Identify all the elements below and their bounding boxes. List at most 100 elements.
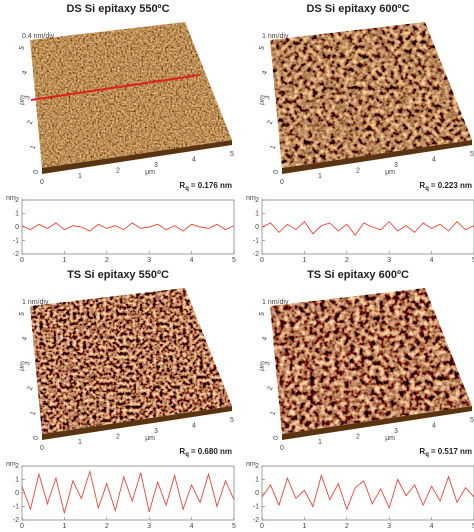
image-y-tick-label: 5	[18, 45, 26, 51]
x-tick-label: 5	[472, 523, 474, 530]
profile-y-unit: nm	[246, 195, 256, 202]
image-y-tick-label: 3	[264, 95, 272, 101]
x-tick-label: 3	[147, 523, 151, 530]
image-x-tick-label: 4	[432, 422, 436, 429]
image-y-unit: μm	[18, 360, 27, 371]
y-tick-label: 1	[255, 210, 259, 217]
y-tick-label: -1	[253, 237, 259, 244]
image-x-tick-label: 5	[470, 417, 474, 424]
y-tick-label: 2	[255, 463, 259, 470]
roughness: Rq = 0.680 nm	[179, 447, 232, 457]
image-x-tick-label: 3	[394, 162, 398, 169]
image-x-tick-label: 1	[78, 439, 82, 446]
x-tick-label: 5	[472, 257, 474, 264]
image-y-tick-label: 0	[32, 169, 40, 175]
x-tick-label: 2	[345, 523, 349, 530]
image-y-tick-label: 0	[272, 169, 280, 175]
afm-base	[42, 406, 232, 440]
image-x-tick-label: 0	[280, 445, 284, 452]
y-tick-label: -1	[253, 503, 259, 510]
image-y-tick-label: 5	[258, 311, 266, 317]
image-x-tick-label: 3	[154, 162, 158, 169]
image-x-tick-label: 4	[192, 422, 196, 429]
image-y-tick-label: 5	[18, 311, 26, 317]
panel-title: DS Si epitaxy 550ºC	[66, 3, 169, 15]
x-tick-label: 4	[430, 257, 434, 264]
y-tick-label: 1	[15, 476, 19, 483]
x-tick-label: 0	[20, 257, 24, 264]
image-x-tick-label: 4	[192, 156, 196, 163]
y-tick-label: 0	[15, 490, 19, 497]
z-scale: 0.4 nm/div	[22, 33, 55, 40]
y-tick-label: -2	[253, 251, 259, 258]
y-tick-label: -2	[13, 251, 19, 258]
profile-line	[261, 473, 474, 511]
roughness-subscript: q	[185, 452, 189, 458]
image-y-tick-label: 0	[272, 435, 280, 441]
image-x-tick-label: 0	[40, 179, 44, 186]
image-y-tick-label: 2	[267, 386, 275, 392]
y-tick-label: -1	[13, 503, 19, 510]
image-y-tick-label: 4	[261, 70, 269, 76]
image-y-tick-label: 5	[258, 45, 266, 51]
z-scale: 1 nm/div	[262, 33, 289, 40]
afm-base	[282, 140, 472, 174]
profile-frame	[261, 199, 474, 255]
image-x-tick-label: 0	[280, 179, 284, 186]
panel: TS Si epitaxy 550ºC 0 1 2 3 4 5 0 1 2 3 4 5 μm μm 1 nm/…	[6, 269, 236, 530]
x-tick-label: 1	[302, 257, 306, 264]
profile-y-unit: nm	[246, 461, 256, 468]
x-tick-label: 2	[105, 257, 109, 264]
x-tick-label: 5	[232, 523, 236, 530]
x-tick-label: 2	[345, 257, 349, 264]
image-y-tick-label: 2	[27, 386, 35, 392]
image-y-tick-label: 3	[24, 95, 32, 101]
image-x-tick-label: 1	[78, 173, 82, 180]
image-y-unit: μm	[258, 360, 267, 371]
image-y-tick-label: 1	[30, 410, 38, 416]
image-x-tick-label: 5	[470, 151, 474, 158]
x-tick-label: 4	[190, 257, 194, 264]
panel-title: DS Si epitaxy 600ºC	[306, 3, 409, 15]
y-tick-label: 0	[255, 490, 259, 497]
roughness-value: = 0.176 nm	[191, 181, 232, 190]
x-tick-label: 3	[147, 257, 151, 264]
roughness-value: = 0.517 nm	[431, 447, 472, 456]
image-y-tick-label: 4	[21, 70, 29, 76]
image-y-tick-label: 3	[264, 361, 272, 367]
x-tick-label: 2	[105, 523, 109, 530]
image-y-tick-label: 4	[21, 336, 29, 342]
roughness: Rq = 0.223 nm	[419, 181, 472, 191]
image-x-tick-label: 3	[394, 428, 398, 435]
image-x-tick-label: 1	[318, 173, 322, 180]
roughness-symbol: R	[179, 447, 185, 456]
roughness-subscript: q	[425, 452, 429, 458]
image-x-tick-label: 4	[432, 156, 436, 163]
image-x-tick-label: 1	[318, 439, 322, 446]
roughness-subscript: q	[425, 186, 429, 192]
x-tick-label: 0	[20, 523, 24, 530]
y-tick-label: -1	[13, 237, 19, 244]
image-x-unit: μm	[145, 169, 155, 176]
image-y-tick-label: 4	[261, 336, 269, 342]
image-y-tick-label: 3	[24, 361, 32, 367]
roughness: Rq = 0.176 nm	[179, 181, 232, 191]
image-x-tick-label: 5	[230, 151, 234, 158]
x-tick-label: 5	[232, 257, 236, 264]
y-tick-label: 2	[15, 197, 19, 204]
roughness-symbol: R	[419, 447, 425, 456]
roughness-symbol: R	[419, 181, 425, 190]
x-tick-label: 3	[387, 257, 391, 264]
image-y-unit: μm	[258, 94, 267, 105]
profile-line	[21, 222, 235, 232]
image-y-tick-label: 1	[270, 144, 278, 150]
image-x-tick-label: 3	[154, 428, 158, 435]
profile-line	[261, 220, 474, 236]
image-y-tick-label: 1	[30, 144, 38, 150]
x-tick-label: 3	[387, 523, 391, 530]
profile-line	[21, 469, 235, 514]
x-tick-label: 0	[260, 523, 264, 530]
y-tick-label: 2	[255, 197, 259, 204]
x-tick-label: 1	[62, 257, 66, 264]
y-tick-label: -2	[253, 517, 259, 524]
